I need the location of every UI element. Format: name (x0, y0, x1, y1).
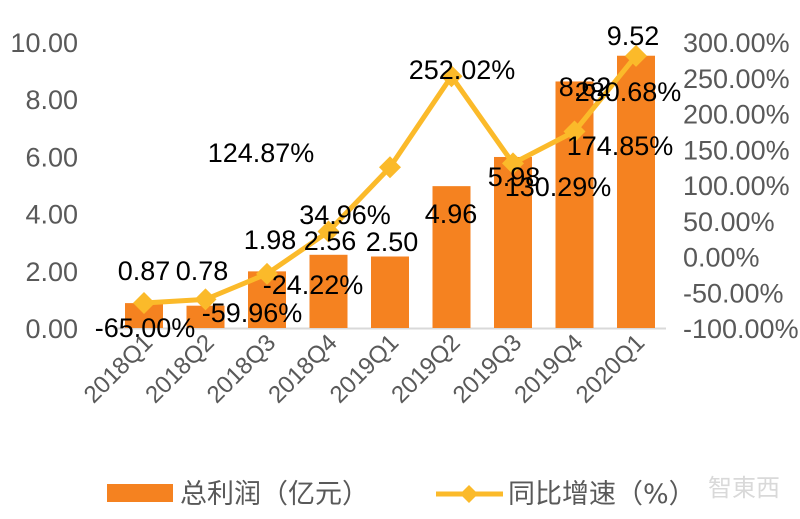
left-axis-ticks: 0.00 2.00 4.00 6.00 8.00 10.00 (10, 28, 78, 344)
right-axis-tick-label: 0.00% (683, 243, 760, 273)
line-data-label: -59.96% (202, 298, 303, 328)
diamond-marker-icon (133, 291, 155, 314)
bar-data-label: 0.87 (118, 256, 171, 286)
legend-diamond-marker-icon (460, 485, 478, 503)
left-axis-tick-label: 10.00 (10, 28, 78, 58)
x-axis-label-2020Q1: 2020Q1 (571, 329, 650, 408)
right-axis-tick-label: 300.00% (683, 28, 790, 58)
line-data-label: -65.00% (95, 313, 196, 343)
diamond-marker-icon (625, 44, 647, 67)
legend-item-yoy-growth: 同比增速（%） (436, 479, 696, 510)
line-data-labels: -65.00% -59.96%-24.22% 34.96% 124.87% 252.02… (95, 55, 682, 343)
bar-2020Q1 (617, 55, 655, 329)
bar-data-labels: 0.87 0.78 1.98 2.56 2.504.96 5.98 8.62 9.52 (118, 21, 660, 286)
diamond-marker-icon (317, 220, 340, 243)
bar-2019Q2 (432, 186, 471, 328)
bar-2019Q3 (494, 156, 532, 328)
bar-data-label: 5.98 (488, 162, 541, 192)
right-axis-tick-label: 50.00% (683, 207, 775, 237)
legend-label-total-profit: 总利润（亿元） (180, 479, 369, 510)
left-axis-tick-label: 6.00 (25, 142, 78, 172)
legend-label-yoy-growth: 同比增速（%） (508, 479, 696, 510)
line-data-label: 34.96% (299, 200, 391, 230)
watermark-logo: 智東西 (708, 474, 780, 502)
legend: 总利润（亿元） 同比增速（%） (107, 479, 696, 510)
left-axis-tick-label: 4.00 (25, 200, 78, 230)
right-axis-tick-label: -100.00% (683, 314, 799, 344)
bar-data-label: 2.50 (366, 227, 419, 257)
right-axis-ticks: -100.00% -50.00% 0.00% 50.00% 100.00% 150.00%… (683, 28, 799, 344)
right-axis-tick-label: -50.00% (683, 278, 784, 308)
diamond-marker-icon (194, 288, 217, 311)
diamond-marker-icon (379, 156, 401, 179)
line-series-yoy-growth (133, 44, 647, 314)
right-axis-tick-label: 150.00% (683, 135, 790, 165)
bar-data-label: 4.96 (425, 199, 478, 229)
bar-data-label: 1.98 (244, 225, 297, 255)
left-axis-tick-label: 2.00 (25, 257, 78, 287)
line-data-label: 124.87% (208, 138, 315, 168)
line-data-label: 252.02% (409, 55, 516, 85)
right-axis-tick-label: 250.00% (683, 64, 790, 94)
right-axis-tick-label: 100.00% (683, 171, 790, 201)
line-data-label: 174.85% (567, 131, 674, 161)
bar-2018Q2 (186, 305, 225, 328)
legend-bar-swatch (107, 484, 173, 502)
bar-2019Q1 (371, 256, 409, 328)
diamond-marker-icon (563, 120, 586, 143)
bar-data-label: 2.56 (304, 226, 357, 256)
left-axis-tick-label: 8.00 (25, 85, 78, 115)
bar-data-label: 8.62 (559, 72, 612, 102)
right-axis-tick-label: 200.00% (683, 100, 790, 130)
line-data-label: -24.22% (263, 270, 364, 300)
legend-item-total-profit: 总利润（亿元） (107, 479, 369, 510)
diamond-marker-icon (440, 65, 463, 88)
left-axis-tick-label: 0.00 (25, 314, 78, 344)
bar-2018Q4 (309, 254, 348, 328)
bar-data-label: 9.52 (607, 21, 660, 51)
diamond-marker-icon (256, 262, 278, 285)
line-data-label: 130.29% (505, 172, 612, 202)
bar-data-label: 0.78 (176, 256, 229, 286)
diamond-marker-icon (502, 152, 524, 175)
line-data-label: 280.68% (575, 77, 682, 107)
